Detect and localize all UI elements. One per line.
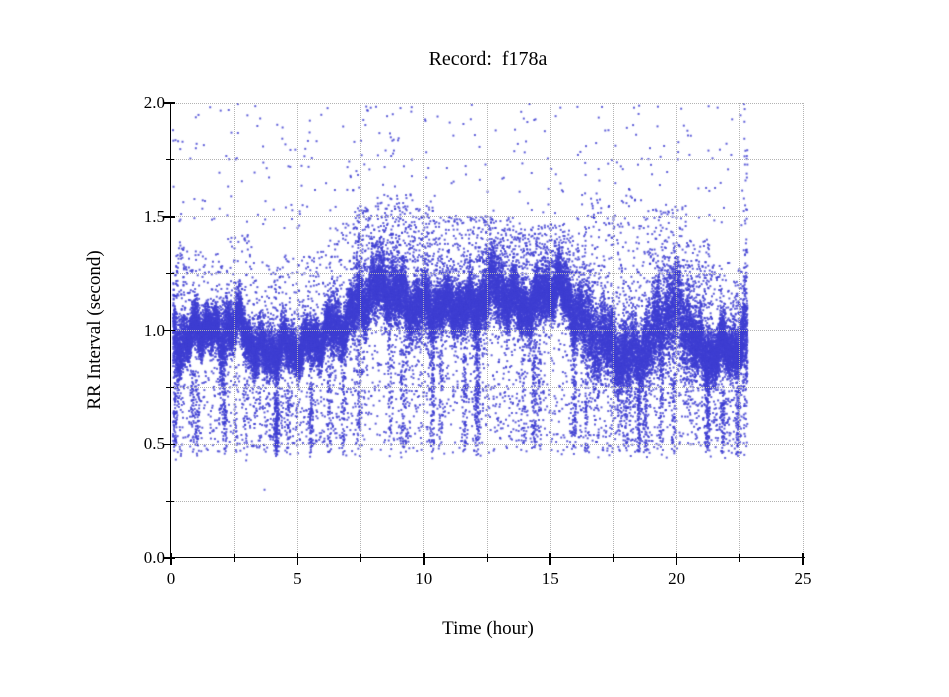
y-minor-tick	[166, 500, 174, 502]
y-major-tick	[163, 329, 175, 332]
plot-area: 0 5 10 15 20 25 0.0 0.5 1.0 1.5 2.0	[144, 93, 812, 588]
x-minor-tick	[360, 554, 362, 562]
x-gridline	[802, 103, 804, 558]
x-tick-label: 25	[794, 569, 812, 588]
y-major-tick	[163, 102, 175, 104]
y-minor-tick	[166, 159, 174, 161]
x-major-tick	[549, 553, 551, 565]
x-minor-tick	[233, 554, 235, 562]
x-major-tick	[675, 553, 678, 565]
y-major-tick	[163, 216, 175, 218]
y-axis-title-text: RR Interval (second)	[84, 250, 105, 410]
x-tick-label: 10	[415, 569, 433, 588]
y-minor-tick	[166, 273, 174, 275]
y-major-tick	[163, 443, 175, 445]
y-gridline	[171, 159, 803, 161]
y-tick-label: 0.0	[143, 548, 165, 567]
x-major-tick	[423, 553, 425, 565]
x-axis-title: Time (hour)	[442, 618, 534, 639]
x-tick-label: 0	[166, 569, 176, 588]
x-minor-tick	[739, 554, 741, 562]
x-minor-tick	[612, 554, 614, 562]
y-gridline	[171, 216, 803, 218]
y-major-tick	[163, 557, 175, 559]
y-minor-tick	[166, 386, 174, 388]
x-major-tick	[802, 553, 804, 565]
y-gridline	[171, 273, 803, 275]
x-major-tick	[170, 553, 172, 565]
x-tick-label: 5	[293, 569, 302, 588]
chart-title: Record: f178a	[428, 48, 548, 70]
y-gridline	[171, 330, 803, 331]
y-tick-label: 0.5	[143, 434, 165, 454]
x-tick-label: 20	[668, 569, 686, 588]
x-axis-line	[170, 557, 805, 558]
y-tick-label: 2.0	[143, 93, 165, 112]
y-gridline	[171, 500, 803, 502]
x-tick-label: 15	[541, 569, 559, 588]
y-gridline	[171, 443, 803, 445]
x-major-tick	[296, 553, 299, 565]
y-gridline	[171, 386, 803, 388]
y-gridline	[171, 102, 803, 104]
y-tick-label: 1.5	[143, 206, 165, 226]
y-tick-label: 1.0	[143, 320, 165, 340]
x-minor-tick	[486, 554, 488, 562]
